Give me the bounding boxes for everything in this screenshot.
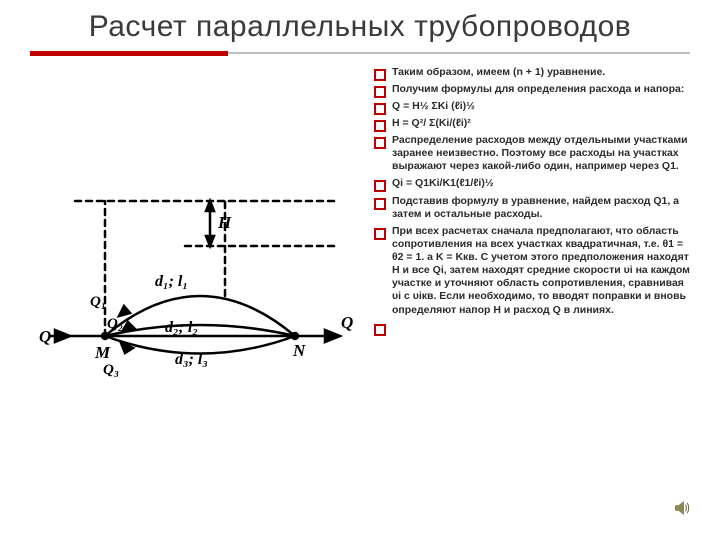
bullet-text: H = Q²/ Σ(Ki/(ℓi)² — [392, 117, 471, 129]
label-Q1: Q₁ — [90, 294, 106, 310]
text-panel: Таким образом, имеем (n + 1) уравнение. П… — [374, 66, 690, 486]
bullet-text: Получим формулы для определения расхода … — [392, 83, 684, 95]
bullet-text: Q = H½ ΣKi (ℓi)½ — [392, 100, 475, 112]
underline-accent — [30, 51, 228, 56]
page-title: Расчет параллельных трубопроводов — [30, 10, 690, 45]
bullet-text: При всех расчетах сначала предполагают, … — [392, 225, 690, 316]
bullet-item: Подставив формулу в уравнение, найдем ра… — [374, 195, 690, 221]
pipeline-diagram: Q Q M N H d₁; l₁ d₂; l₂ d₃; l₃ Q₁ Q₂ Q₃ — [35, 146, 355, 406]
bullet-item: Таким образом, имеем (n + 1) уравнение. — [374, 66, 690, 79]
label-Q-right: Q — [341, 313, 353, 332]
label-Q3: Q₃ — [103, 362, 119, 378]
label-d2: d₂; l₂ — [165, 319, 198, 336]
bullet-item: При всех расчетах сначала предполагают, … — [374, 225, 690, 317]
label-d3: d₃; l₃ — [175, 351, 208, 368]
underline-gray — [228, 52, 690, 54]
bullet-item: Распределение расходов между отдельными … — [374, 134, 690, 173]
bullet-item: Qi = Q1Ki/K1(ℓ1/ℓi)½ — [374, 177, 690, 190]
bullet-text: Распределение расходов между отдельными … — [392, 134, 688, 172]
label-N: N — [292, 341, 306, 360]
label-Q2: Q₂ — [107, 316, 123, 332]
diagram-panel: Q Q M N H d₁; l₁ d₂; l₂ d₃; l₃ Q₁ Q₂ Q₃ — [30, 66, 360, 486]
label-H: H — [217, 213, 232, 232]
speaker-icon — [672, 498, 692, 518]
label-Q-left: Q — [39, 327, 51, 346]
label-M: M — [94, 343, 111, 362]
bullet-item: Получим формулы для определения расхода … — [374, 83, 690, 96]
bullet-item: Q = H½ ΣKi (ℓi)½ — [374, 100, 690, 113]
bullet-text: Таким образом, имеем (n + 1) уравнение. — [392, 66, 605, 78]
bullet-item: H = Q²/ Σ(Ki/(ℓi)² — [374, 117, 690, 130]
content-row: Q Q M N H d₁; l₁ d₂; l₂ d₃; l₃ Q₁ Q₂ Q₃ … — [30, 66, 690, 486]
bullet-text: Qi = Q1Ki/K1(ℓ1/ℓi)½ — [392, 177, 494, 189]
title-underline — [30, 51, 690, 56]
slide: Расчет параллельных трубопроводов — [0, 0, 720, 540]
bullet-text: Подставив формулу в уравнение, найдем ра… — [392, 195, 679, 220]
bullet-list: Таким образом, имеем (n + 1) уравнение. П… — [374, 66, 690, 317]
label-d1: d₁; l₁ — [155, 273, 188, 290]
